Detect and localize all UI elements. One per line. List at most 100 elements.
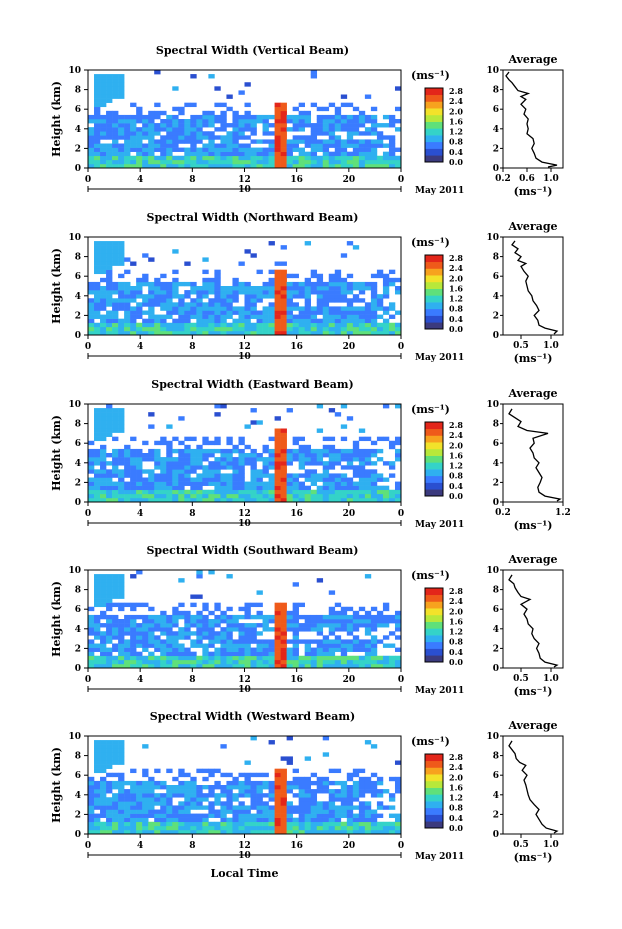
heatmap-cell (262, 155, 269, 161)
heatmap-cell (274, 314, 281, 319)
heatmap-cell (100, 493, 107, 499)
heatmap-cell (364, 623, 372, 628)
heatmap-cell (250, 298, 257, 303)
heatmap-cell (220, 159, 227, 165)
heatmap-cell (250, 457, 257, 462)
heatmap-cell (292, 147, 299, 152)
heatmap-cell (196, 793, 203, 798)
heatmap-cell (334, 114, 342, 120)
heatmap-cell (238, 314, 245, 319)
heatmap-cell (328, 135, 336, 140)
heatmap-cell (304, 469, 312, 474)
heatmap-cell (106, 821, 113, 827)
heatmap-cell (112, 481, 119, 486)
heatmap-cell (184, 797, 191, 802)
heatmap-cell (346, 322, 354, 328)
heatmap-cell (370, 785, 378, 790)
heatmap-cell (148, 322, 155, 328)
heatmap-cell (274, 119, 281, 124)
avg-x-tick-label: 0.2 (495, 174, 511, 184)
heatmap-cell (262, 825, 269, 831)
heatmap-cell (298, 159, 305, 165)
heatmap-cell (94, 314, 101, 319)
heatmap-cell (142, 602, 149, 608)
heatmap-cell (178, 473, 185, 478)
heatmap-cell (130, 829, 137, 835)
heatmap-cell (184, 290, 191, 295)
colorbar-tick-label: 2.4 (449, 596, 463, 606)
y-tick-label: 0 (75, 498, 81, 508)
heatmap-cell (328, 473, 336, 478)
heatmap-cell (268, 147, 275, 152)
heatmap-cell (190, 594, 197, 599)
heatmap-cell (370, 294, 378, 299)
heatmap-cell (346, 813, 354, 818)
heatmap-cell (220, 829, 227, 835)
heatmap-cell (148, 493, 155, 499)
heatmap-cell (334, 489, 342, 495)
heatmap-cell (316, 809, 324, 814)
x-tick-label: 12 (238, 342, 251, 352)
heatmap-cell (250, 453, 257, 458)
heatmap-cell (184, 457, 191, 462)
heatmap-cell (274, 322, 281, 328)
heatmap-cell (118, 655, 125, 661)
heatmap-cell (160, 489, 167, 495)
heatmap-cell (268, 302, 275, 307)
heatmap-cell (322, 789, 330, 794)
heatmap-cell (334, 817, 342, 823)
heatmap-cell (322, 643, 330, 648)
heatmap-cell (370, 639, 378, 644)
heatmap-cell (154, 829, 161, 835)
heatmap-cell (298, 780, 305, 786)
heatmap-cell (298, 663, 305, 669)
heatmap-cell (376, 155, 384, 161)
heatmap-cell (250, 801, 257, 806)
heatmap-cell (124, 257, 131, 262)
heatmap-cell (166, 481, 173, 486)
heatmap-cell (340, 102, 348, 108)
heatmap-cell (268, 461, 275, 466)
heatmap-cell (88, 797, 95, 802)
heatmap-cell (214, 281, 221, 287)
heatmap-cell (136, 465, 143, 470)
heatmap-cell (154, 326, 161, 332)
heatmap-cell (262, 801, 269, 806)
heatmap-cell (184, 772, 191, 778)
heatmap-cell (394, 159, 402, 165)
heatmap-cell (376, 163, 384, 169)
heatmap-cell (190, 123, 197, 128)
heatmap-cell (364, 143, 372, 148)
heatmap-cell (238, 651, 245, 657)
heatmap-cell (334, 290, 342, 295)
heatmap-cell (394, 776, 402, 782)
heatmap-cell (178, 281, 185, 287)
heatmap-cell (202, 785, 209, 790)
heatmap-cell (268, 805, 275, 810)
heatmap-cell (274, 639, 281, 644)
heatmap-cell (250, 651, 257, 657)
heatmap-cell (190, 290, 197, 295)
heatmap-cell (112, 245, 119, 250)
heatmap-cell (178, 453, 185, 458)
heatmap-cell (328, 497, 336, 503)
heatmap-cell (274, 294, 281, 299)
heatmap-cell (226, 123, 233, 128)
heatmap-cell (160, 127, 167, 132)
heatmap-cell (358, 497, 366, 503)
heatmap-cell (292, 655, 299, 661)
heatmap-cell (166, 813, 173, 818)
heatmap-cell (364, 469, 372, 474)
heatmap-cell (346, 290, 354, 295)
heatmap-cell (310, 663, 318, 669)
heatmap-cell (118, 643, 125, 648)
heatmap-cell (106, 269, 113, 275)
colorbar-unit: (ms⁻¹) (411, 69, 450, 82)
heatmap-cell (292, 825, 299, 831)
heatmap-cell (364, 610, 372, 616)
heatmap-cell (250, 497, 257, 503)
heatmap-cell (334, 805, 342, 810)
heatmap-cell (244, 135, 251, 140)
heatmap-cell (244, 821, 251, 827)
heatmap-cell (130, 448, 137, 454)
